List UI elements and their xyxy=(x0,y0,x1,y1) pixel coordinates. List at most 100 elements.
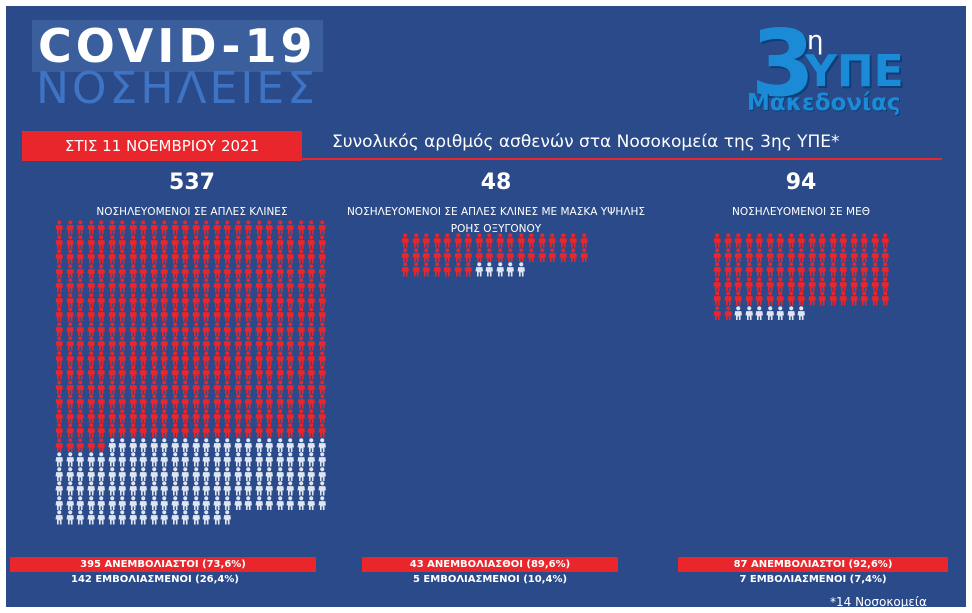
unvaccinated-person-icon xyxy=(213,263,221,278)
vaccinated-person-icon xyxy=(265,481,273,496)
unvaccinated-person-icon xyxy=(871,276,879,291)
vaccinated-person-icon xyxy=(213,481,221,496)
unvaccinated-person-icon xyxy=(318,234,326,249)
unvaccinated-person-icon xyxy=(223,249,231,264)
unvaccinated-person-icon xyxy=(255,394,263,409)
vaccinated-person-icon xyxy=(87,510,95,525)
unvaccinated-person-icon xyxy=(192,394,200,409)
vaccinated-person-icon xyxy=(318,495,326,510)
vaccinated-person-icon xyxy=(244,437,252,452)
unvaccinated-person-icon xyxy=(244,321,252,336)
unvaccinated-person-icon xyxy=(276,278,284,293)
unvaccinated-person-icon xyxy=(66,234,74,249)
unvaccinated-person-icon xyxy=(129,278,137,293)
unvaccinated-person-icon xyxy=(244,408,252,423)
vaccinated-person-icon xyxy=(150,452,158,467)
unvaccinated-person-icon xyxy=(129,365,137,380)
unvaccinated-person-icon xyxy=(734,247,742,262)
unvaccinated-person-icon xyxy=(87,437,95,452)
unvaccinated-person-icon xyxy=(286,249,294,264)
unvaccinated-person-icon xyxy=(713,276,721,291)
unvaccinated-person-icon xyxy=(171,365,179,380)
vaccinated-person-icon xyxy=(66,452,74,467)
unvaccinated-person-icon xyxy=(745,262,753,277)
unvaccinated-person-icon xyxy=(150,379,158,394)
unvaccinated-person-icon xyxy=(150,307,158,322)
unvaccinated-person-icon xyxy=(118,278,126,293)
vaccinated-person-icon xyxy=(97,510,105,525)
unvaccinated-person-icon xyxy=(255,379,263,394)
unvaccinated-person-icon xyxy=(401,233,409,248)
unvaccinated-person-icon xyxy=(776,262,784,277)
unvaccinated-person-icon xyxy=(108,394,116,409)
unvaccinated-person-icon xyxy=(318,249,326,264)
unvaccinated-person-icon xyxy=(181,350,189,365)
vaccinated-person-icon xyxy=(318,466,326,481)
unvaccinated-person-icon xyxy=(734,291,742,306)
unvaccinated-person-icon xyxy=(307,307,315,322)
unvaccinated-person-icon xyxy=(118,321,126,336)
unvaccinated-person-icon xyxy=(171,394,179,409)
unvaccinated-person-icon xyxy=(192,249,200,264)
unvaccinated-person-icon xyxy=(202,350,210,365)
vaccinated-person-icon xyxy=(234,452,242,467)
unvaccinated-person-icon xyxy=(160,249,168,264)
unvaccinated-person-icon xyxy=(55,234,63,249)
vaccinated-person-icon xyxy=(139,466,147,481)
unvaccinated-person-icon xyxy=(276,379,284,394)
unvaccinated-person-icon xyxy=(192,379,200,394)
unvaccinated-person-icon xyxy=(76,307,84,322)
unvaccinated-person-icon xyxy=(150,220,158,235)
unvaccinated-person-icon xyxy=(297,365,305,380)
vaccinated-person-icon xyxy=(745,305,753,320)
vaccinated-person-icon xyxy=(255,437,263,452)
unvaccinated-person-icon xyxy=(202,249,210,264)
unvaccinated-person-icon xyxy=(55,263,63,278)
unvaccinated-person-icon xyxy=(255,307,263,322)
unvaccinated-person-icon xyxy=(776,276,784,291)
unvaccinated-bar: 87 ΑΝΕΜΒΟΛΙΑΣΤΟΙ (92,6%) xyxy=(678,557,948,572)
unvaccinated-person-icon xyxy=(97,408,105,423)
vaccinated-person-icon xyxy=(307,495,315,510)
unvaccinated-person-icon xyxy=(192,307,200,322)
unvaccinated-person-icon xyxy=(66,307,74,322)
vaccinated-person-icon xyxy=(181,466,189,481)
unvaccinated-person-icon xyxy=(234,423,242,438)
unvaccinated-person-icon xyxy=(97,307,105,322)
unvaccinated-person-icon xyxy=(223,350,231,365)
unvaccinated-person-icon xyxy=(181,263,189,278)
unvaccinated-person-icon xyxy=(286,278,294,293)
vaccinated-person-icon xyxy=(318,437,326,452)
unvaccinated-person-icon xyxy=(181,321,189,336)
unvaccinated-person-icon xyxy=(160,379,168,394)
unvaccinated-person-icon xyxy=(318,423,326,438)
unvaccinated-person-icon xyxy=(808,247,816,262)
unvaccinated-person-icon xyxy=(318,263,326,278)
unvaccinated-person-icon xyxy=(202,379,210,394)
unvaccinated-person-icon xyxy=(485,247,493,262)
vaccinated-person-icon xyxy=(66,481,74,496)
unvaccinated-person-icon xyxy=(787,276,795,291)
vaccinated-person-icon xyxy=(97,452,105,467)
unvaccinated-person-icon xyxy=(318,350,326,365)
unvaccinated-person-icon xyxy=(307,220,315,235)
unvaccinated-person-icon xyxy=(55,278,63,293)
unvaccinated-person-icon xyxy=(713,247,721,262)
vaccinated-person-icon xyxy=(244,452,252,467)
unvaccinated-person-icon xyxy=(485,233,493,248)
unvaccinated-person-icon xyxy=(829,291,837,306)
vaccinated-person-icon xyxy=(192,466,200,481)
unvaccinated-person-icon xyxy=(559,247,567,262)
unvaccinated-person-icon xyxy=(181,365,189,380)
vaccinated-person-icon xyxy=(55,452,63,467)
unvaccinated-person-icon xyxy=(307,423,315,438)
unvaccinated-person-icon xyxy=(234,321,242,336)
unvaccinated-person-icon xyxy=(276,220,284,235)
unvaccinated-person-icon xyxy=(97,263,105,278)
unvaccinated-person-icon xyxy=(160,263,168,278)
vaccinated-person-icon xyxy=(181,437,189,452)
unvaccinated-person-icon xyxy=(202,263,210,278)
unvaccinated-person-icon xyxy=(76,249,84,264)
unvaccinated-person-icon xyxy=(150,321,158,336)
unvaccinated-person-icon xyxy=(244,307,252,322)
